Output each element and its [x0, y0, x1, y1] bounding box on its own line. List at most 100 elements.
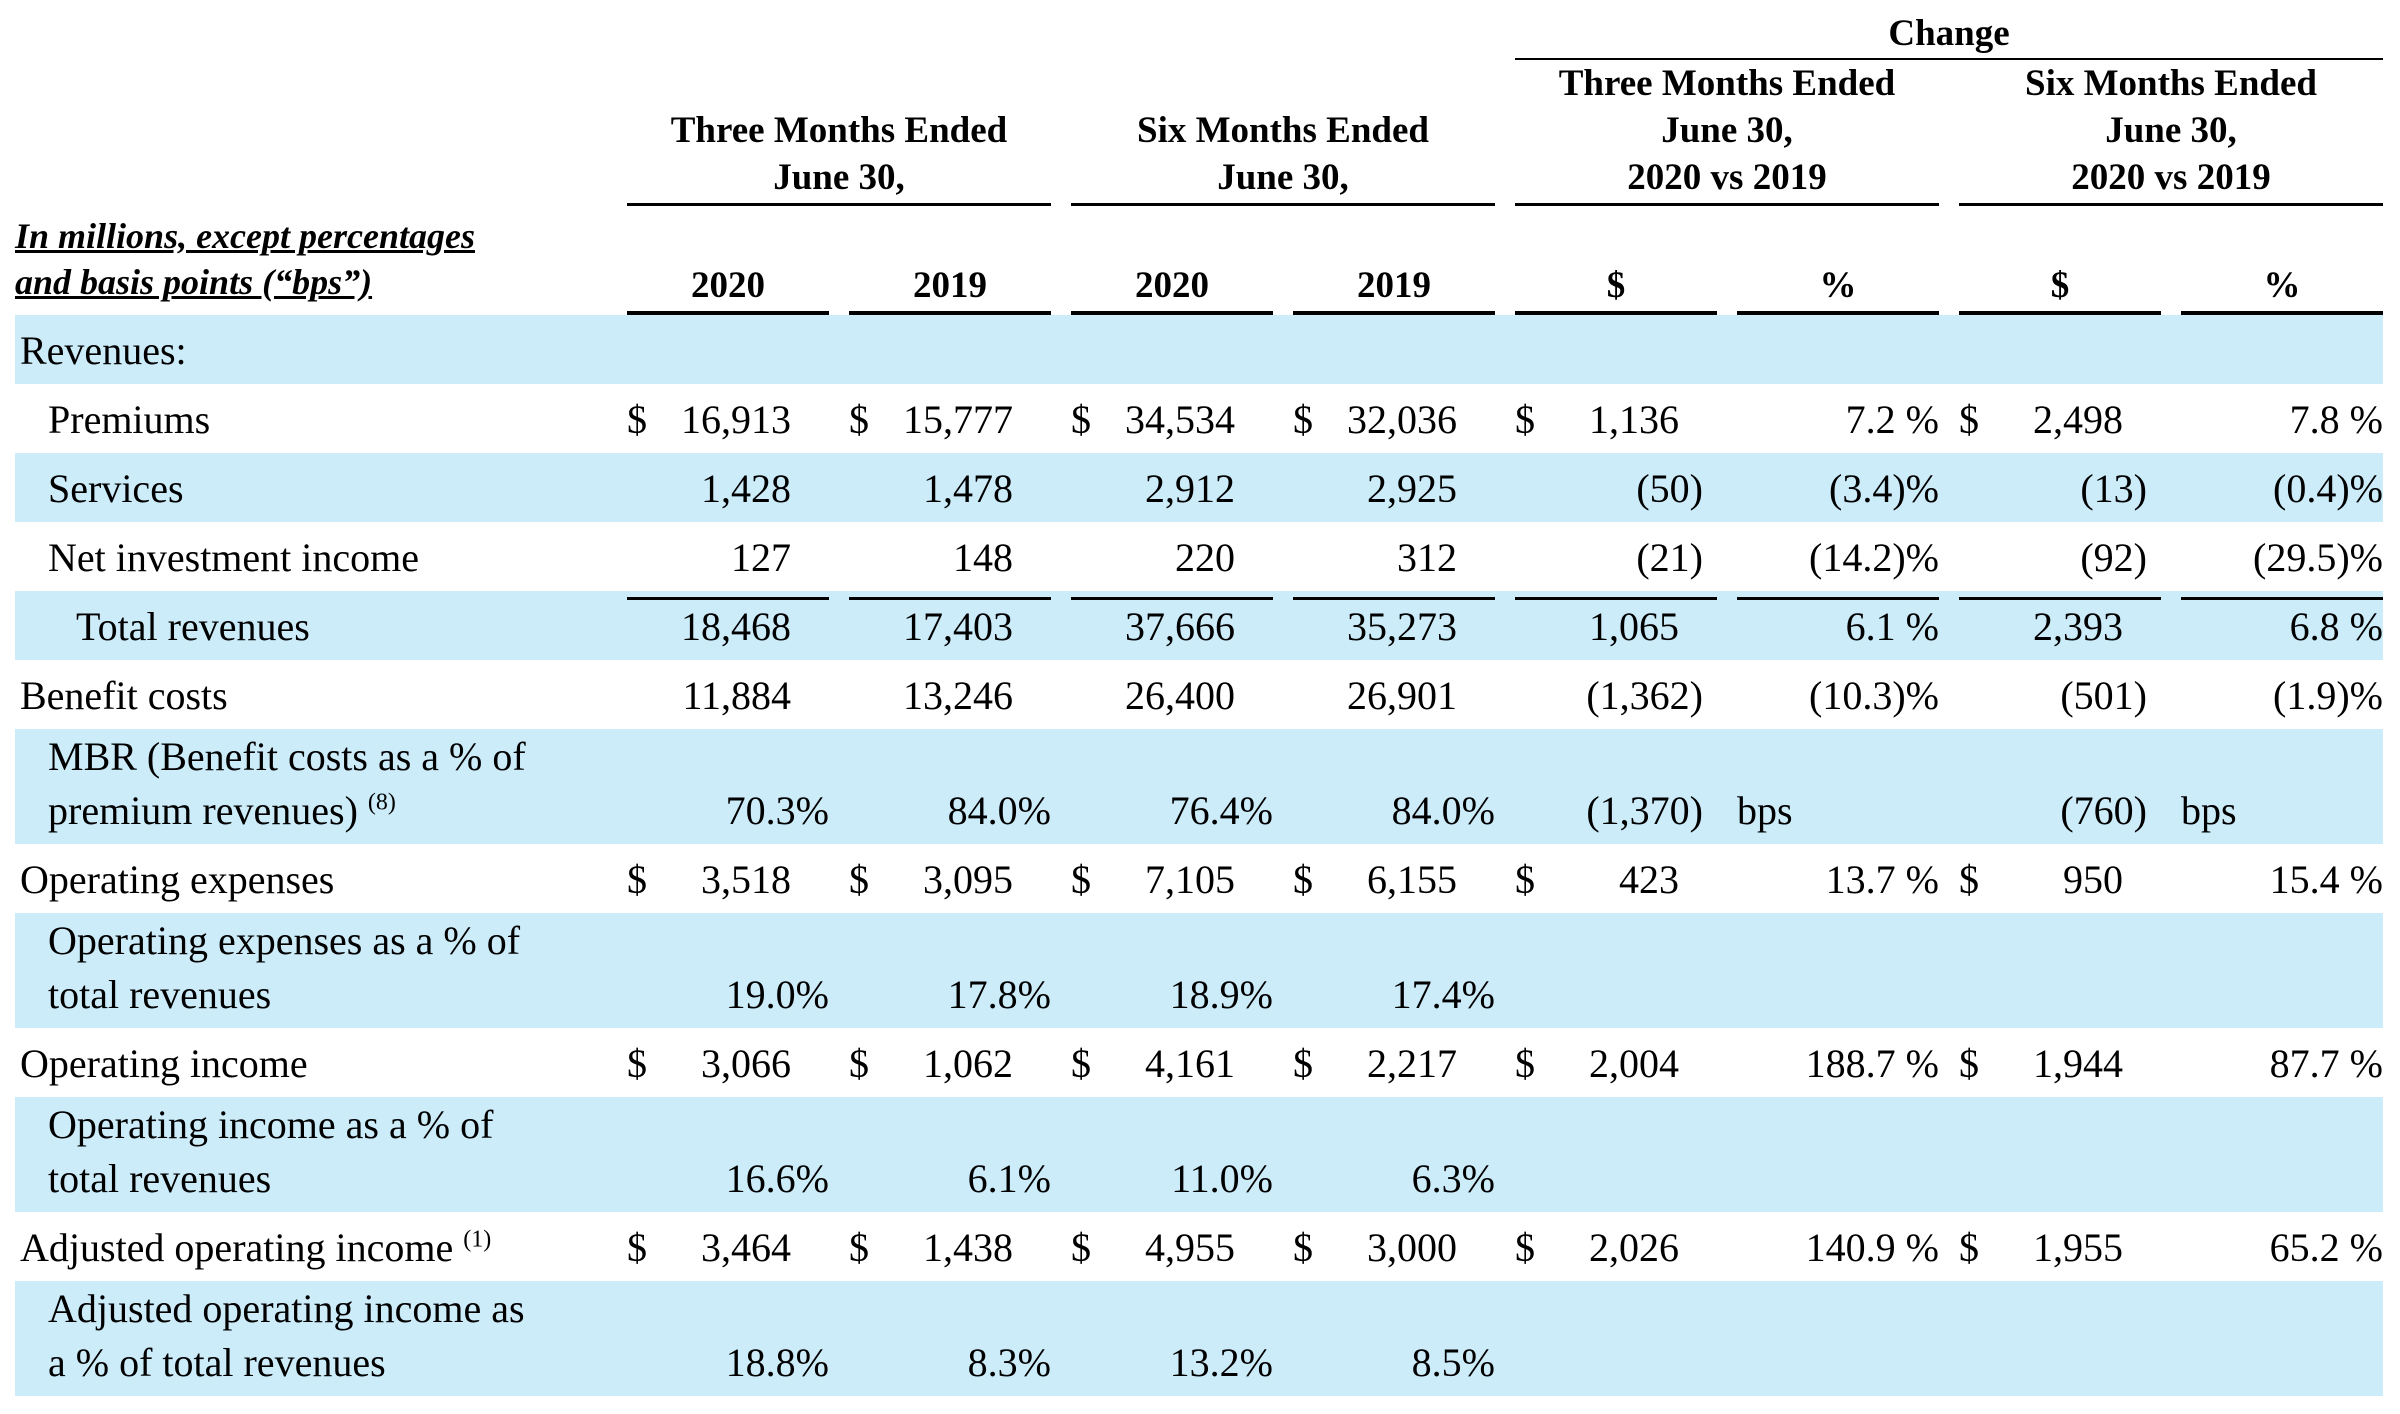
cell-value: 2,925	[1367, 466, 1457, 511]
cell-inner: 17.8%	[849, 968, 1051, 1022]
table-row: Revenues:	[15, 315, 2383, 384]
cell: 17.8%	[829, 913, 1051, 1028]
cell-inner: 26,901	[1293, 669, 1495, 723]
cell: 188.7 %	[1717, 1028, 1939, 1097]
unit-note: In millions, except percentages and basis…	[15, 206, 607, 315]
cell-inner: (501)	[1959, 669, 2161, 723]
cell: $3,464	[607, 1212, 829, 1281]
cell: (1,362)	[1495, 660, 1717, 729]
group-header: Six Months Ended June 30, 2020 vs 2019	[1939, 60, 2383, 206]
cell: 127	[607, 522, 829, 591]
row-label-line: Premiums	[48, 397, 211, 442]
cell-value: 7.8 %	[2289, 397, 2383, 442]
cell-symbol: $	[1071, 1041, 1091, 1086]
cell: 140.9 %	[1717, 1212, 1939, 1281]
cell: 6.8 %	[2161, 591, 2383, 660]
cell: (3.4)%	[1717, 453, 1939, 522]
cell-inner: 84.0%	[849, 784, 1051, 838]
table-row: Operating expenses as a % of total revenu…	[15, 913, 2383, 1028]
cell-value: 1,478	[923, 466, 1013, 511]
cell: 2,393	[1939, 591, 2161, 660]
cell: (50)	[1495, 453, 1717, 522]
cell-value: (0.4)%	[2273, 466, 2383, 511]
cell-inner: $4,161	[1071, 1037, 1273, 1091]
cell-value: (21)	[1636, 535, 1703, 580]
cell: 7.8 %	[2161, 384, 2383, 453]
cell: $950	[1939, 844, 2161, 913]
cell-symbol: $	[1515, 1041, 1535, 1086]
cell-value: 15.4 %	[2269, 857, 2383, 902]
cell	[1495, 1281, 1717, 1396]
cell-symbol: $	[627, 1041, 647, 1086]
column-header-label: $	[1959, 262, 2161, 315]
cell-value: 76.4%	[1169, 788, 1273, 833]
row-label: Premiums	[15, 384, 607, 453]
cell-inner: 18.8%	[627, 1336, 829, 1390]
cell-value: 87.7 %	[2269, 1041, 2383, 1086]
cell-inner: 6.1%	[849, 1152, 1051, 1206]
cell: $2,004	[1495, 1028, 1717, 1097]
cell: (760)	[1939, 729, 2161, 844]
row-label-line: premium revenues)	[48, 788, 358, 833]
cell-value: 1,136	[1589, 397, 1679, 442]
cell: 35,273	[1273, 591, 1495, 660]
cell-value: 6.1%	[967, 1156, 1051, 1201]
cell-inner: 11,884	[627, 669, 829, 723]
cell-value: 6.1 %	[1845, 604, 1939, 649]
cell-inner: 7.8 %	[2181, 393, 2383, 447]
group-header-line: June 30,	[1217, 157, 1349, 198]
cell-value: 3,000	[1367, 1225, 1457, 1270]
cell: 220	[1051, 522, 1273, 591]
column-header: 2019	[1273, 206, 1495, 315]
cell-inner: (10.3)%	[1737, 669, 1939, 723]
cell-inner: 312	[1293, 531, 1495, 585]
row-label: Benefit costs	[15, 660, 607, 729]
cell-inner: 13.2%	[1071, 1336, 1273, 1390]
cell	[1717, 315, 1939, 384]
cell-value: 16.6%	[725, 1156, 829, 1201]
cell-inner: (29.5)%	[2181, 531, 2383, 585]
cell: $34,534	[1051, 384, 1273, 453]
cell: 70.3%	[607, 729, 829, 844]
blank	[607, 0, 1495, 60]
cell-value: 127	[731, 535, 791, 580]
cell-symbol: $	[1515, 857, 1535, 902]
cell: (14.2)%	[1717, 522, 1939, 591]
cell-value: 18,468	[681, 604, 791, 649]
cell	[1717, 913, 1939, 1028]
cell-value: 16,913	[681, 397, 791, 442]
cell-value: 423	[1619, 857, 1679, 902]
cell: 11,884	[607, 660, 829, 729]
cell: (29.5)%	[2161, 522, 2383, 591]
cell	[2161, 315, 2383, 384]
group-header-inner: Three Months Ended June 30,	[627, 107, 1051, 206]
cell: (0.4)%	[2161, 453, 2383, 522]
cell-value: 84.0%	[947, 788, 1051, 833]
cell-inner: 15.4 %	[2181, 853, 2383, 907]
cell	[829, 315, 1051, 384]
column-header: %	[1717, 206, 1939, 315]
cell: $4,161	[1051, 1028, 1273, 1097]
row-label: Adjusted operating income as a % of total…	[15, 1281, 607, 1396]
cell	[1939, 913, 2161, 1028]
cell-inner: $2,217	[1293, 1037, 1495, 1091]
cell-inner: 1,478	[849, 462, 1051, 516]
financial-table: Change Three Months Ended June 30, Six Mon…	[15, 0, 2383, 1396]
cell-symbol: $	[627, 857, 647, 902]
row-label: Operating income	[15, 1028, 607, 1097]
cell-value: 1,065	[1589, 604, 1679, 649]
row-label-line: MBR (Benefit costs as a % of	[48, 734, 526, 779]
cell-value: 13.2%	[1169, 1340, 1273, 1385]
table-row: Operating income $3,066 $1,062 $4,161 $2,217…	[15, 1028, 2383, 1097]
cell-inner: $1,944	[1959, 1037, 2161, 1091]
cell-symbol: $	[1959, 1225, 1979, 1270]
cell-value: 3,095	[923, 857, 1013, 902]
cell-inner: bps	[1737, 784, 1939, 838]
cell-inner: 19.0%	[627, 968, 829, 1022]
cell-inner: $3,066	[627, 1037, 829, 1091]
row-label-line: Services	[48, 466, 184, 511]
cell-inner: 18,468	[627, 597, 829, 654]
cell: $3,066	[607, 1028, 829, 1097]
cell	[1495, 913, 1717, 1028]
cell-value: 6.3%	[1411, 1156, 1495, 1201]
